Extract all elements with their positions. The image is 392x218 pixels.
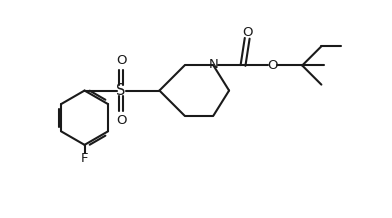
Text: F: F (81, 152, 88, 165)
Text: O: O (267, 59, 278, 72)
Text: N: N (209, 58, 218, 71)
Text: S: S (116, 83, 126, 98)
Text: O: O (116, 54, 126, 67)
Text: O: O (116, 114, 126, 127)
Text: O: O (242, 26, 252, 39)
